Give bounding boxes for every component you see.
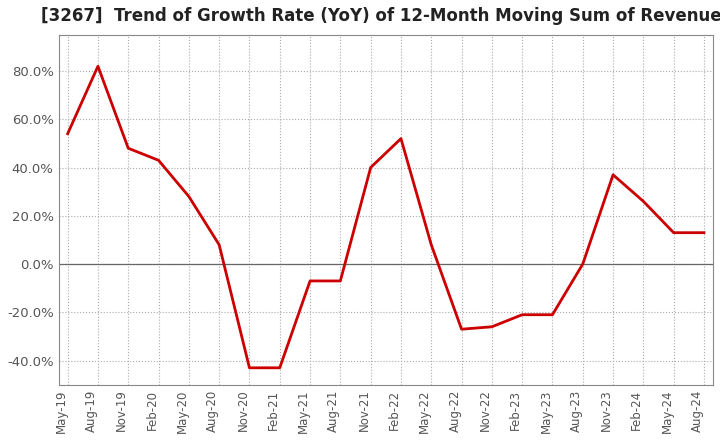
Title: [3267]  Trend of Growth Rate (YoY) of 12-Month Moving Sum of Revenues: [3267] Trend of Growth Rate (YoY) of 12-… [40, 7, 720, 25]
